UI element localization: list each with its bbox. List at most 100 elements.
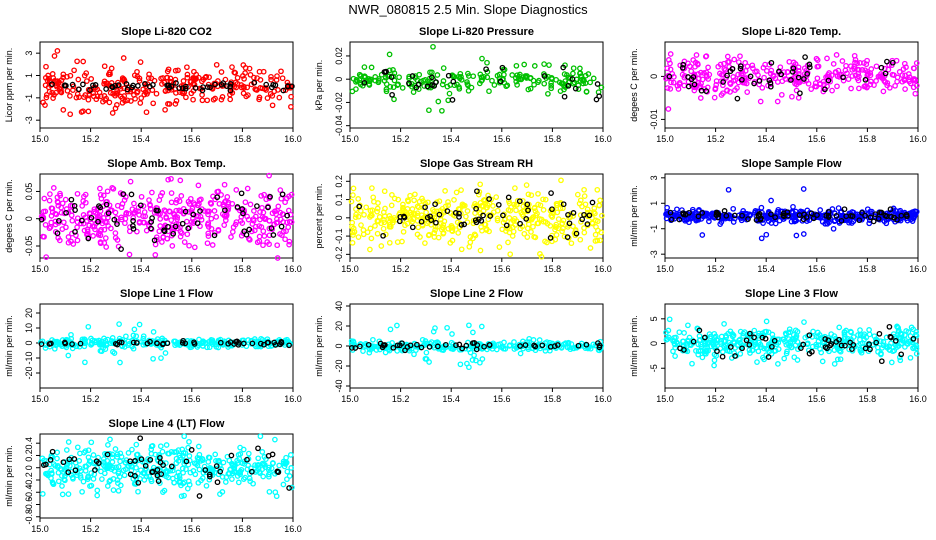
data-point	[130, 210, 137, 217]
data-point	[125, 463, 131, 469]
data-point	[696, 333, 703, 339]
data-point	[705, 64, 711, 71]
data-point	[415, 204, 422, 211]
data-point	[172, 67, 179, 74]
data-point	[269, 93, 276, 99]
data-point	[792, 218, 799, 224]
reference-point	[418, 344, 425, 351]
data-point	[279, 75, 286, 82]
data-point	[121, 85, 127, 92]
reference-point	[847, 339, 854, 346]
reference-point	[676, 216, 683, 223]
y-tick-label: 0	[334, 77, 344, 82]
data-point	[479, 74, 485, 81]
data-point	[114, 451, 121, 458]
data-point	[133, 441, 140, 448]
data-point	[216, 200, 223, 207]
data-point	[408, 81, 415, 87]
data-point	[456, 85, 463, 92]
data-point	[467, 239, 474, 246]
data-point	[484, 74, 491, 81]
reference-point	[581, 211, 587, 218]
reference-point	[838, 342, 845, 349]
data-point	[104, 336, 111, 343]
x-tick-label: 15.0	[31, 134, 49, 144]
reference-point	[778, 71, 785, 78]
data-point	[268, 465, 275, 472]
data-point	[229, 64, 235, 70]
reference-point	[841, 206, 848, 213]
data-point	[514, 82, 520, 88]
data-point	[210, 96, 217, 103]
data-point	[180, 450, 187, 456]
reference-point	[249, 340, 256, 347]
data-point	[476, 189, 483, 195]
data-point	[129, 446, 135, 453]
data-point	[532, 208, 539, 214]
data-point	[137, 59, 144, 65]
data-point	[111, 350, 118, 356]
data-point	[259, 460, 266, 467]
data-point	[92, 226, 98, 233]
data-point	[159, 448, 166, 455]
x-tick-label: 15.2	[82, 134, 100, 144]
reference-point	[739, 76, 745, 83]
data-point	[234, 74, 241, 81]
reference-point	[747, 330, 753, 337]
data-point	[730, 74, 737, 80]
data-point	[486, 88, 492, 95]
data-point	[286, 473, 293, 479]
data-point	[286, 218, 293, 225]
y-tick-label: -0.2	[24, 472, 34, 488]
reference-point	[80, 81, 86, 88]
data-point	[440, 65, 447, 71]
reference-point	[862, 76, 869, 83]
reference-point	[161, 227, 167, 234]
data-point	[185, 198, 192, 205]
data-point	[540, 218, 547, 225]
data-point	[43, 92, 50, 98]
data-point	[837, 348, 844, 355]
data-point	[247, 201, 254, 208]
data-point	[350, 185, 357, 192]
data-point	[237, 451, 244, 457]
data-point	[380, 225, 387, 232]
data-point	[276, 462, 283, 469]
data-point	[774, 98, 781, 105]
reference-point	[531, 342, 537, 349]
data-point	[251, 208, 257, 214]
y-tick-label: -0.2	[334, 247, 344, 263]
reference-point	[842, 342, 848, 349]
data-point	[414, 231, 421, 238]
reference-point	[154, 340, 160, 347]
data-point	[711, 94, 718, 101]
data-point	[93, 96, 100, 103]
reference-point	[278, 223, 285, 230]
data-point	[53, 342, 59, 349]
data-point	[385, 73, 391, 80]
data-point	[213, 458, 219, 464]
reference-point	[547, 343, 554, 350]
data-point	[465, 73, 472, 79]
x-tick-label: 15.8	[544, 394, 562, 404]
data-point	[560, 225, 566, 232]
data-point	[175, 67, 181, 74]
data-point	[88, 335, 94, 342]
data-point	[722, 67, 729, 73]
reference-point	[130, 223, 136, 229]
reference-point	[192, 85, 199, 91]
reference-point	[214, 479, 221, 486]
data-point	[53, 78, 59, 85]
data-point	[168, 175, 174, 182]
data-point	[856, 73, 862, 80]
data-point	[781, 216, 787, 222]
reference-point	[286, 342, 292, 349]
y-tick-label: -1	[649, 225, 659, 233]
data-point	[556, 79, 563, 86]
data-point	[814, 57, 821, 63]
reference-point	[806, 332, 813, 339]
data-point	[688, 215, 695, 221]
data-point	[54, 449, 61, 456]
reference-point	[246, 226, 253, 233]
